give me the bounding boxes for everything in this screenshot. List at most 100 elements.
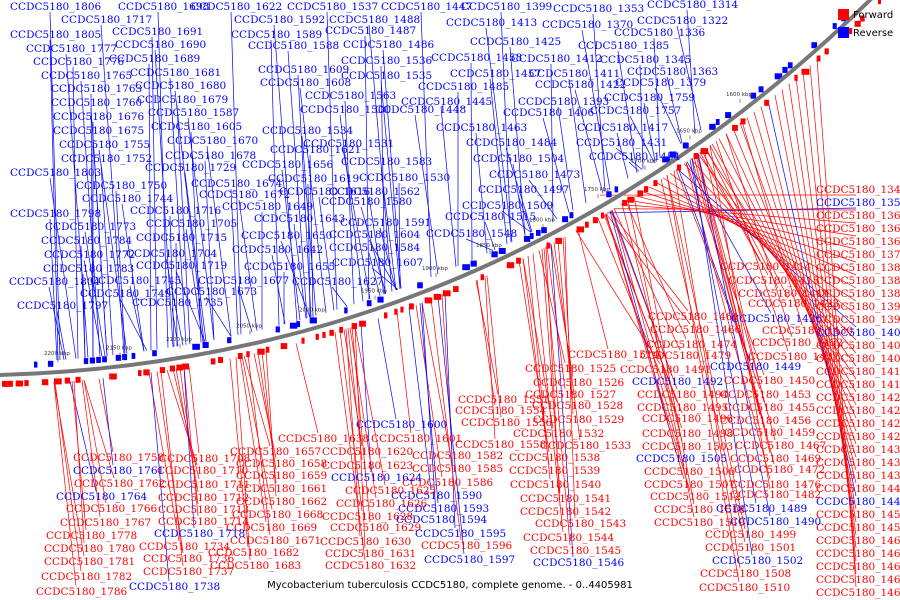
leader-line	[265, 350, 277, 497]
leader-line	[148, 63, 152, 351]
leader-line	[73, 380, 85, 544]
leader-line	[654, 87, 682, 144]
leader-line	[613, 208, 681, 351]
gene-label: CCDC5180_1764	[56, 491, 148, 503]
leader-line	[206, 145, 232, 337]
leader-line	[501, 210, 532, 233]
gene-label: CCDC5180_1360	[816, 210, 900, 222]
gene-label: CCDC5180_1668	[232, 509, 323, 521]
leader-line	[235, 357, 251, 561]
gene-label: CCDC5180_1459	[724, 427, 815, 439]
gene-label: CCDC5180_1314	[647, 0, 739, 11]
leader-line	[553, 242, 581, 441]
leader-line	[100, 163, 114, 356]
leader-line	[169, 215, 175, 347]
leader-line	[301, 135, 317, 316]
reverse-gene	[782, 66, 788, 73]
leader-line	[345, 328, 361, 537]
gene-label: CCDC5180_1586	[402, 477, 494, 489]
gene-label: CCDC5180_1436	[816, 470, 900, 482]
gene-label: CCDC5180_1705	[146, 218, 237, 230]
gene-label: CCDC5180_1519	[654, 517, 745, 529]
gene-label: CCDC5180_1460	[816, 535, 900, 547]
leader-line	[532, 253, 564, 533]
leader-line	[615, 147, 643, 170]
gene-label: CCDC5180_1458	[431, 52, 522, 64]
leader-line	[550, 244, 574, 558]
ruler-tick-label: 2200 kbp	[44, 351, 70, 357]
leader-line	[368, 239, 398, 290]
gene-label: CCDC5180_1370	[542, 19, 633, 31]
reverse-gene	[122, 354, 128, 361]
forward-gene	[301, 337, 305, 344]
gene-label: CCDC5180_1428	[816, 431, 900, 443]
forward-gene	[315, 333, 319, 340]
gene-label: CCDC5180_1674	[191, 178, 283, 190]
leader-line	[704, 148, 857, 380]
gene-label: CCDC5180_1677	[198, 275, 289, 287]
forward-gene	[637, 190, 644, 197]
gene-label: CCDC5180_1451	[816, 509, 900, 521]
gene-label: CCDC5180_1534	[262, 125, 354, 137]
reverse-gene	[309, 317, 317, 324]
leader-line	[121, 203, 145, 352]
gene-label: CCDC5180_1396	[816, 314, 900, 326]
gene-label: CCDC5180_1469	[730, 453, 821, 465]
leader-line	[421, 302, 453, 464]
gene-label: CCDC5180_1424	[816, 418, 900, 430]
gene-label: CCDC5180_1512	[650, 491, 741, 503]
gene-label: CCDC5180_1558	[455, 439, 546, 451]
leader-line	[697, 153, 857, 367]
gene-label: CCDC5180_1510	[699, 582, 790, 594]
leader-line	[271, 254, 286, 325]
gene-label: CCDC5180_1755	[59, 139, 150, 151]
leader-line	[557, 106, 574, 211]
gene-label: CCDC5180_1420	[816, 392, 900, 404]
reverse-gene	[192, 343, 200, 350]
reverse-gene	[569, 212, 574, 219]
leader-line	[190, 131, 202, 343]
leader-line	[739, 122, 857, 445]
gene-label: CCDC5180_1704	[126, 248, 218, 260]
gene-label: CCDC5180_1619	[268, 173, 359, 185]
leader-line	[156, 371, 184, 554]
gene-label: CCDC5180_1713	[158, 504, 249, 516]
gene-label: CCDC5180_1492	[632, 376, 723, 388]
leader-line	[691, 158, 753, 556]
leader-line	[564, 236, 576, 519]
leader-line	[184, 172, 207, 342]
gene-label: CCDC5180_1715	[136, 232, 227, 244]
gene-label: CCDC5180_1379	[615, 77, 706, 89]
leader-line	[809, 65, 857, 575]
leader-line	[592, 13, 606, 193]
leader-line	[660, 179, 746, 543]
gene-label: CCDC5180_1506	[644, 466, 736, 478]
gene-label: CCDC5180_1363	[627, 66, 718, 78]
leader-line	[415, 304, 443, 478]
forward-gene	[442, 290, 451, 297]
leader-line	[617, 50, 638, 173]
gene-label: CCDC5180_1659	[236, 470, 327, 482]
gene-label: CCDC5180_1584	[329, 242, 421, 254]
legend-forward-swatch	[838, 9, 849, 20]
gene-label: CCDC5180_1501	[705, 542, 796, 554]
forward-gene	[237, 353, 243, 359]
gene-label: CCDC5180_1585	[412, 463, 503, 475]
gene-label: CCDC5180_1657	[230, 446, 321, 458]
gene-label: CCDC5180_1345	[600, 54, 691, 66]
gene-label: CCDC5180_1489	[716, 503, 807, 515]
reverse-gene	[47, 360, 54, 367]
reverse-gene	[614, 186, 619, 193]
gene-label: CCDC5180_1629	[330, 522, 421, 534]
leader-line	[746, 117, 857, 458]
gene-label: CCDC5180_1479	[640, 350, 731, 362]
gene-label: CCDC5180_1690	[115, 39, 206, 51]
gene-label: CCDC5180_1467	[735, 440, 826, 452]
gene-label: CCDC5180_1455	[724, 402, 815, 414]
gene-label: CCDC5180_1545	[530, 545, 621, 557]
leader-line	[299, 87, 327, 313]
gene-label: CCDC5180_1596	[421, 540, 513, 552]
leader-line	[287, 50, 308, 319]
leader-line	[625, 201, 687, 340]
leader-line	[84, 231, 106, 357]
